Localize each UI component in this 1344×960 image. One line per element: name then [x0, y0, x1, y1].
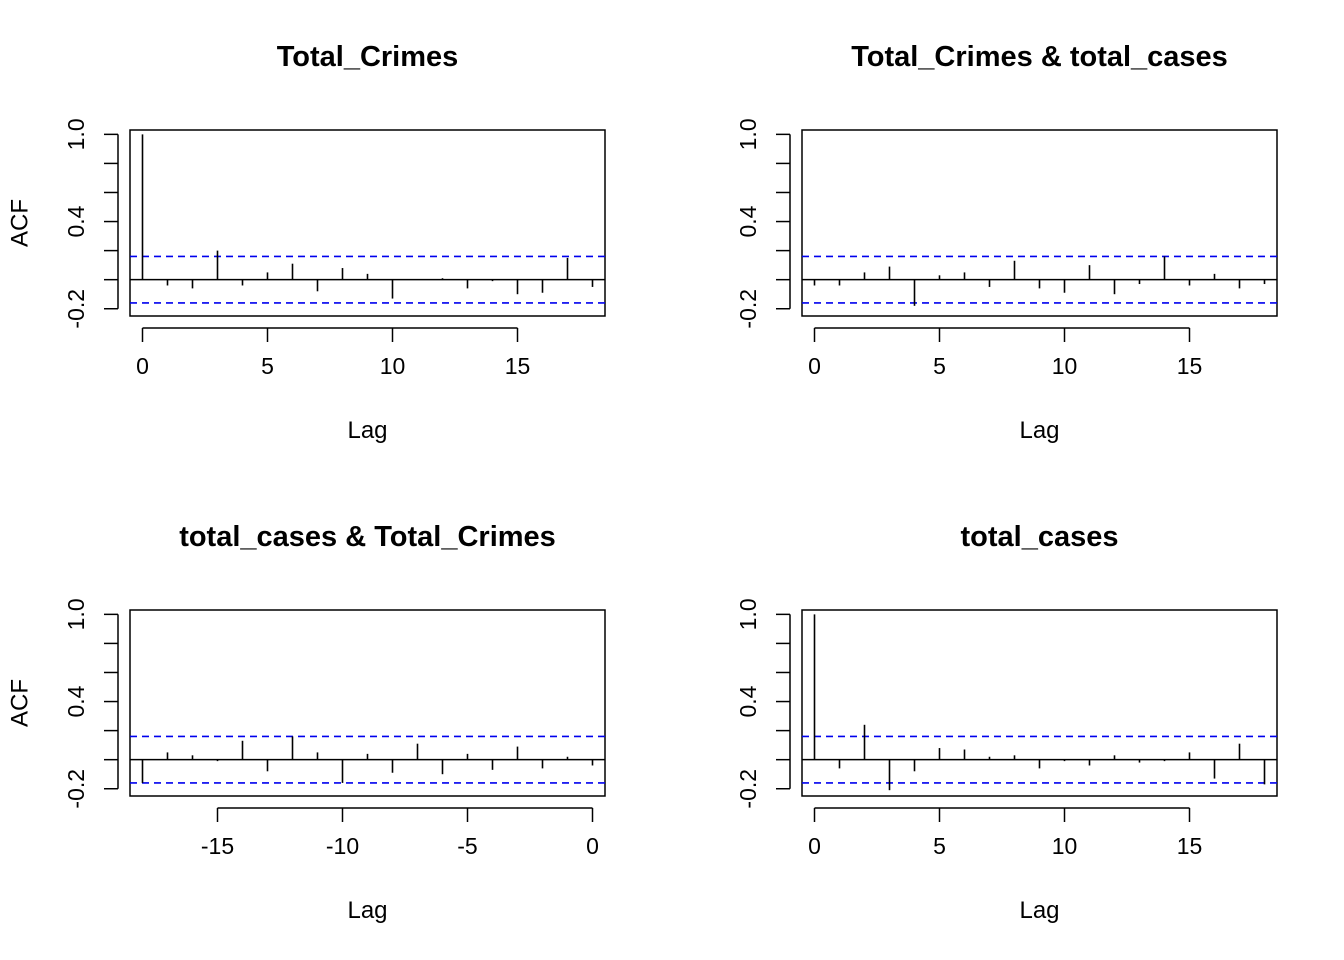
- y-tick-label: 1.0: [63, 118, 89, 150]
- y-tick-label: 1.0: [63, 598, 89, 630]
- x-axis-label: Lag: [1019, 417, 1059, 444]
- y-tick-label: 0.4: [63, 205, 89, 237]
- y-tick-label: 0.4: [735, 205, 761, 237]
- plot-frame: [129, 609, 606, 797]
- panel-total-crimes: Total_Crimes -0.2 0.4 1.0 0 5 10 15 Lag ACF: [7, 41, 606, 444]
- panel-total-cases: total_cases -0.2 0.4 1.0 0 5 10 15 Lag: [735, 521, 1278, 924]
- x-tick-label: 15: [1177, 833, 1203, 859]
- y-tick-label: 1.0: [735, 598, 761, 630]
- plot-frame: [801, 609, 1278, 797]
- x-tick-label: 15: [505, 353, 531, 379]
- x-tick-label: 5: [933, 833, 946, 859]
- x-tick-label: -15: [201, 833, 234, 859]
- x-tick-label: 10: [1052, 833, 1078, 859]
- x-tick-label: 10: [1052, 353, 1078, 379]
- x-tick-label: 0: [136, 353, 149, 379]
- y-tick-label: 0.4: [63, 685, 89, 717]
- x-tick-label: 15: [1177, 353, 1203, 379]
- plot-frame: [801, 129, 1278, 317]
- x-tick-label: 5: [261, 353, 274, 379]
- y-tick-label: -0.2: [63, 289, 89, 329]
- plot-frame: [129, 129, 606, 317]
- y-tick-label: -0.2: [735, 769, 761, 809]
- y-axis-label: ACF: [7, 199, 34, 247]
- x-tick-label: -10: [326, 833, 359, 859]
- x-tick-label: 5: [933, 353, 946, 379]
- panel-total-crimes-vs-total-cases: Total_Crimes & total_cases -0.2 0.4 1.0 0 5 10…: [735, 41, 1278, 444]
- x-axis-label: Lag: [347, 897, 387, 924]
- x-axis-label: Lag: [1019, 897, 1059, 924]
- x-tick-label: 0: [808, 353, 821, 379]
- y-tick-label: -0.2: [63, 769, 89, 809]
- chart-title: total_cases & Total_Crimes: [179, 521, 556, 553]
- chart-title: Total_Crimes & total_cases: [851, 41, 1228, 73]
- chart-title: total_cases: [961, 521, 1119, 553]
- y-tick-label: 1.0: [735, 118, 761, 150]
- panel-total-cases-vs-total-crimes: total_cases & Total_Crimes -0.2 0.4 1.0 -15 -…: [7, 521, 606, 924]
- y-tick-label: -0.2: [735, 289, 761, 329]
- y-tick-label: 0.4: [735, 685, 761, 717]
- chart-title: Total_Crimes: [277, 41, 459, 73]
- x-tick-label: 0: [586, 833, 599, 859]
- y-axis-label: ACF: [7, 679, 34, 727]
- x-tick-label: -5: [457, 833, 477, 859]
- x-tick-label: 10: [380, 353, 406, 379]
- x-axis-label: Lag: [347, 417, 387, 444]
- x-tick-label: 0: [808, 833, 821, 859]
